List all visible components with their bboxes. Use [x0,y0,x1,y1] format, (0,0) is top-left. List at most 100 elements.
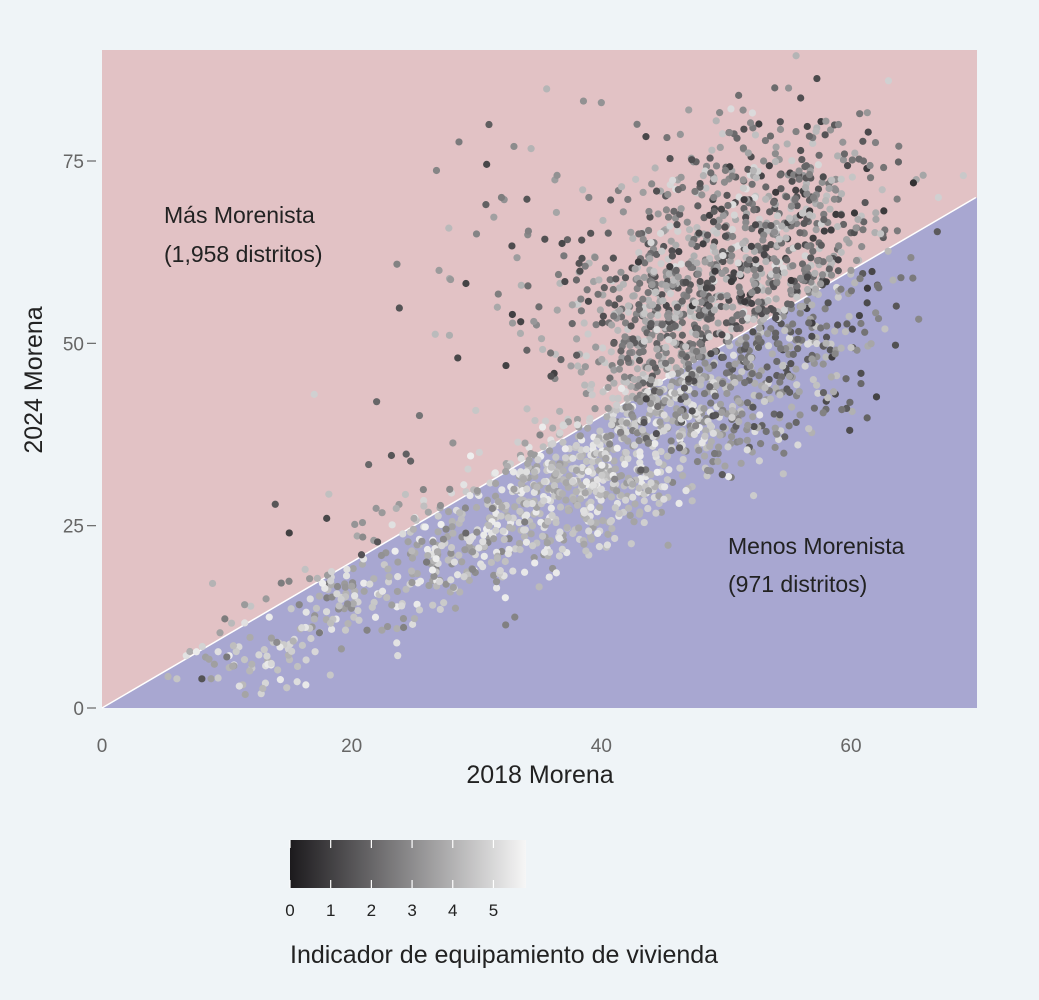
data-point [516,546,524,554]
data-point [773,212,782,220]
data-point [777,185,785,193]
data-point [600,284,608,292]
data-point [581,381,589,389]
data-point [337,645,345,653]
color-legend-tick-label: 2 [367,901,376,920]
data-point [588,458,597,466]
data-point [399,614,408,623]
data-point [186,647,194,656]
data-point [667,382,675,391]
data-point [731,360,739,368]
data-point [561,445,569,453]
data-point [702,284,710,292]
data-point [398,602,406,610]
data-point [654,402,662,411]
data-point [564,506,573,515]
data-point [718,408,726,417]
data-point [794,242,802,250]
data-point [739,239,747,248]
data-point [672,266,680,274]
data-point [827,226,835,234]
data-point [735,91,743,99]
data-point [805,211,814,219]
data-point [613,444,621,452]
data-point [776,171,784,179]
data-point [639,188,647,197]
data-point [666,222,674,230]
data-point [629,234,637,243]
data-point [736,288,744,297]
data-point [624,308,632,316]
data-point [561,277,569,286]
data-point [848,407,856,416]
data-point [716,431,724,439]
data-point [682,343,690,351]
data-point [629,493,637,501]
data-point [485,120,493,129]
data-point [812,226,820,234]
data-point [611,534,619,543]
data-point [749,328,757,336]
data-point [771,443,779,452]
data-point [893,195,901,203]
data-point [597,496,605,504]
data-point [547,463,556,471]
data-point [867,340,875,348]
data-point [607,421,616,429]
data-point [315,629,324,637]
data-point [562,479,570,487]
data-point [707,169,715,177]
data-point [794,345,802,353]
data-point [592,321,600,329]
data-point [489,535,498,543]
data-point [460,573,468,581]
data-point [556,503,565,511]
data-point [832,210,840,218]
data-point [633,365,642,373]
data-point [560,252,568,260]
data-point [727,433,736,441]
data-point [847,287,855,295]
x-tick-label: 0 [97,736,108,757]
data-point [707,399,715,407]
data-point [805,132,814,140]
data-point [598,319,606,327]
data-point [612,275,620,283]
data-point [872,209,880,217]
data-point [699,290,707,298]
data-point [517,468,525,476]
data-point [843,162,852,170]
data-point [803,285,812,294]
data-point [741,224,749,232]
data-point [742,358,750,366]
data-point [302,608,310,616]
data-point [839,138,847,146]
data-point [547,372,555,380]
data-point [639,426,647,434]
data-point [724,201,732,210]
data-point [772,143,780,151]
data-point [549,424,557,432]
data-point [562,496,570,504]
data-point [598,461,606,469]
data-point [749,492,758,500]
data-point [433,548,442,556]
data-point [457,515,465,523]
data-point [677,260,685,268]
data-point [442,580,450,588]
data-point [592,343,600,351]
data-point [333,590,341,598]
data-point [783,140,791,148]
data-point [607,196,615,204]
data-point [633,429,641,437]
data-point [814,389,822,397]
data-point [596,306,604,314]
data-point [408,547,416,555]
data-point [267,634,276,642]
data-point [302,681,310,689]
data-point [745,256,754,264]
data-point [621,319,630,327]
data-point [461,546,469,554]
data-point [241,690,249,699]
data-point [823,322,831,330]
